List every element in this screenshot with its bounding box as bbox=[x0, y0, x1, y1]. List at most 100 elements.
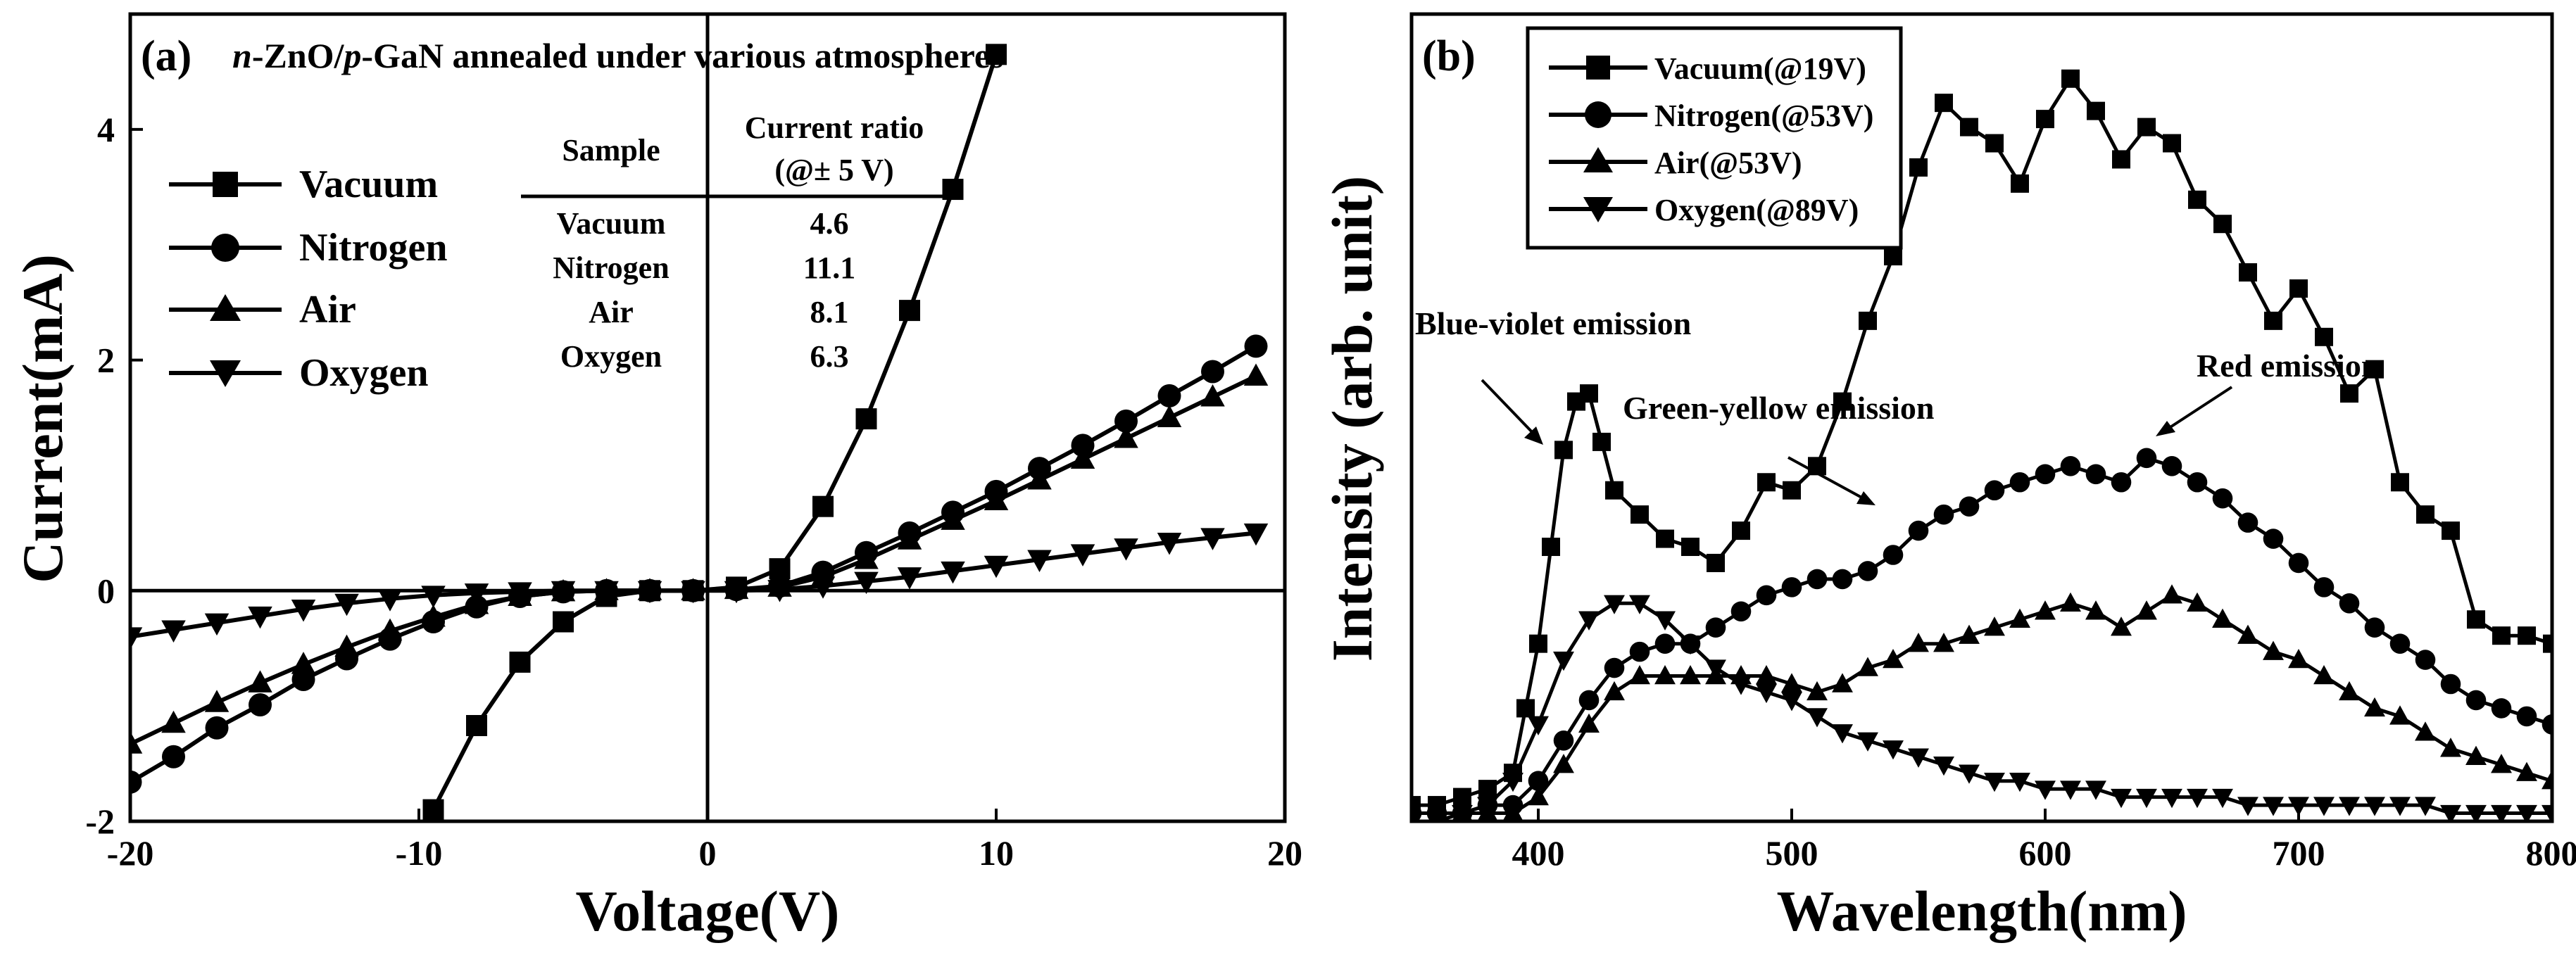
panel-b-point-air-53v bbox=[2516, 761, 2537, 781]
panel-b-point-air-53v bbox=[2263, 640, 2284, 660]
panel-a-label: (a) bbox=[141, 32, 191, 80]
panel-a-point-oxygen bbox=[681, 581, 705, 604]
panel-b-point-air-53v bbox=[1933, 633, 1954, 652]
panel-b-point-air-53v bbox=[2111, 616, 2132, 636]
panel-a-point-air bbox=[130, 731, 143, 754]
panel-a-point-vacuum bbox=[466, 714, 487, 736]
panel-b-point-vacuum-19v bbox=[2163, 134, 2181, 153]
legend-a-label-oxygen: Oxygen bbox=[299, 351, 429, 395]
legend-b-label-nitrogen: Nitrogen(@53V) bbox=[1654, 99, 1873, 133]
panel-b-point-oxygen-89v bbox=[1908, 748, 1929, 768]
panel-b-point-nitrogen-53v bbox=[2516, 706, 2537, 727]
panel-b-point-oxygen-89v bbox=[2288, 797, 2309, 816]
panel-b-point-vacuum-19v bbox=[2340, 384, 2358, 403]
panel-b-x-axis-label: Wavelength(nm) bbox=[1776, 879, 2187, 943]
panel-b-point-nitrogen-53v bbox=[1578, 690, 1600, 711]
panel-b-point-vacuum-19v bbox=[1656, 529, 1674, 548]
panel-a-title: n-ZnO/p-GaN annealed under various atmos… bbox=[232, 36, 1004, 75]
panel-b-point-vacuum-19v bbox=[2543, 634, 2552, 653]
legend-a-label-nitrogen: Nitrogen bbox=[299, 226, 448, 270]
panel-b-point-vacuum-19v bbox=[2467, 610, 2485, 629]
panel-b-point-vacuum-19v bbox=[1757, 473, 1776, 492]
panel-b-point-air-53v bbox=[1781, 673, 1802, 692]
panel-b-point-vacuum-19v bbox=[1960, 118, 1978, 137]
panel-a-point-oxygen bbox=[377, 589, 403, 612]
panel-b-tick-labels: 400 500 600 700 800 bbox=[1512, 809, 2576, 873]
panel-b-annotations: Blue-violet emission Green-yellow emissi… bbox=[1415, 305, 2379, 505]
panel-b-point-air-53v bbox=[2237, 624, 2258, 644]
panel-b-point-air-53v bbox=[1528, 785, 1549, 806]
panel-a-point-oxygen bbox=[1243, 523, 1269, 546]
panel-a-series-oxygen bbox=[130, 523, 1269, 650]
panel-a-point-oxygen bbox=[810, 576, 836, 599]
panel-b-point-vacuum-19v bbox=[1529, 634, 1547, 653]
panel-a-y-tick-label: 0 bbox=[97, 571, 115, 610]
panel-b-point-vacuum-19v bbox=[1554, 441, 1573, 460]
panel-b-point-nitrogen-53v bbox=[1832, 569, 1853, 590]
panel-b-series-line-oxygen-89v bbox=[1412, 601, 2552, 821]
panel-b-point-air-53v bbox=[2313, 664, 2335, 685]
panel-b-point-vacuum-19v bbox=[1783, 481, 1801, 500]
legend-a-marker-oxygen bbox=[210, 360, 241, 387]
panel-a-point-air bbox=[1070, 446, 1095, 469]
panel-a-point-oxygen bbox=[291, 600, 316, 622]
panel-b-point-oxygen-89v bbox=[1528, 716, 1549, 735]
panel-a-point-air bbox=[984, 488, 1009, 510]
panel-b-point-oxygen-89v bbox=[2212, 788, 2233, 809]
table-row-air-sample: Air bbox=[589, 295, 634, 329]
panel-a-point-oxygen bbox=[984, 555, 1009, 578]
panel-a-plot-area bbox=[130, 14, 1285, 821]
panel-b-point-vacuum-19v bbox=[2289, 279, 2308, 298]
panel-b-point-oxygen-89v bbox=[1680, 635, 1701, 655]
panel-b-point-vacuum-19v bbox=[1681, 538, 1699, 557]
panel-a-point-vacuum bbox=[553, 611, 574, 633]
panel-b-point-vacuum-19v bbox=[1605, 481, 1623, 500]
panel-b-point-nitrogen-53v bbox=[1933, 504, 1954, 525]
panel-b-point-nitrogen-53v bbox=[1908, 520, 1929, 541]
panel-b-point-air-53v bbox=[1654, 664, 1676, 685]
panel-b-point-nitrogen-53v bbox=[1705, 617, 1726, 638]
panel-b-point-nitrogen-53v bbox=[2415, 650, 2436, 670]
panel-b-point-vacuum-19v bbox=[2264, 311, 2282, 330]
panel-a-x-axis-label: Voltage(V) bbox=[575, 879, 839, 943]
table-row-nitrogen-ratio: 11.1 bbox=[803, 251, 856, 285]
panel-b-point-air-53v bbox=[2542, 770, 2552, 790]
panel-a-point-air bbox=[161, 710, 186, 733]
panel-b-point-vacuum-19v bbox=[2442, 521, 2460, 540]
panel-b-point-oxygen-89v bbox=[2111, 788, 2132, 809]
panel-a-point-vacuum bbox=[855, 408, 877, 430]
panel-b-point-nitrogen-53v bbox=[2212, 488, 2233, 509]
panel-b-point-oxygen-89v bbox=[1412, 813, 1422, 821]
table-row-air-ratio: 8.1 bbox=[810, 295, 849, 329]
legend-b-label-oxygen: Oxygen(@89V) bbox=[1654, 193, 1859, 227]
panel-b-point-oxygen-89v bbox=[1857, 732, 1878, 752]
annotation-blue-violet-arrowhead bbox=[1524, 426, 1543, 445]
panel-b-point-oxygen-89v bbox=[2364, 797, 2385, 816]
panel-a-point-vacuum bbox=[509, 651, 531, 673]
annotation-red: Red emission bbox=[2197, 348, 2379, 384]
panel-a-point-oxygen bbox=[1114, 538, 1138, 561]
panel-b-point-oxygen-89v bbox=[2339, 797, 2360, 816]
panel-b-point-vacuum-19v bbox=[2087, 101, 2105, 120]
panel-a-point-oxygen bbox=[594, 581, 619, 604]
panel-a-point-air bbox=[334, 634, 359, 657]
panel-b-point-air-53v bbox=[2339, 681, 2360, 701]
panel-b-point-nitrogen-53v bbox=[2187, 472, 2208, 493]
legend-b-marker-oxygen bbox=[1583, 197, 1613, 222]
panel-b-point-oxygen-89v bbox=[2009, 772, 2030, 792]
panel-b-point-oxygen-89v bbox=[1933, 757, 1954, 776]
panel-a-point-oxygen bbox=[1027, 550, 1052, 573]
legend-a-marker-air bbox=[210, 294, 241, 321]
panel-a-title-n: n bbox=[232, 36, 252, 75]
panel-b-point-nitrogen-53v bbox=[2491, 698, 2512, 719]
panel-b-point-oxygen-89v bbox=[2516, 804, 2537, 821]
panel-b-point-air-53v bbox=[1756, 664, 1777, 685]
panel-b-point-vacuum-19v bbox=[1859, 311, 1877, 330]
panel-b-point-oxygen-89v bbox=[2136, 788, 2157, 809]
panel-b-point-vacuum-19v bbox=[2112, 150, 2130, 169]
panel-a-y-tick-label: 4 bbox=[97, 110, 115, 149]
panel-b-point-nitrogen-53v bbox=[1629, 641, 1650, 662]
panel-a-point-vacuum bbox=[986, 44, 1007, 65]
table-header-current-ratio: Current ratio bbox=[745, 110, 924, 145]
panel-b-point-oxygen-89v bbox=[1426, 813, 1447, 821]
